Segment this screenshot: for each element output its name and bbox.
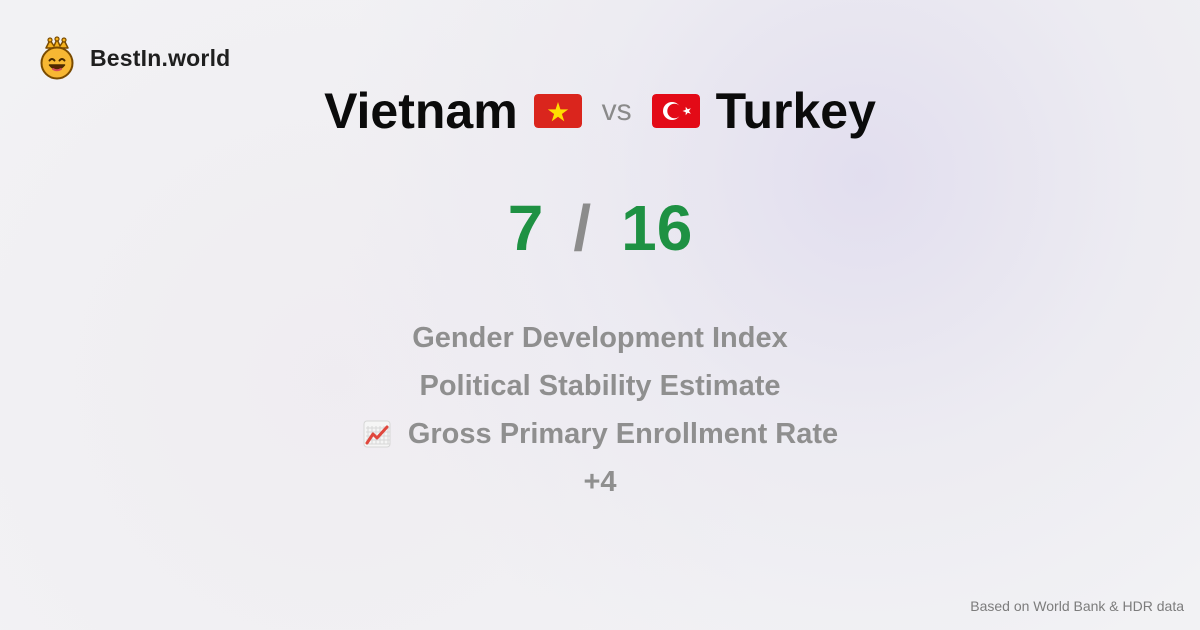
brand[interactable]: BestIn.world [38, 36, 230, 80]
metric-label: Gross Primary Enrollment Rate [407, 417, 839, 450]
smiling-crown-icon [40, 36, 74, 80]
left-country-name: Vietnam [324, 83, 518, 139]
comparison-title: Vietnam vs Turkey [0, 86, 1200, 136]
score-separator: / [573, 192, 592, 264]
right-score: 16 [621, 192, 693, 264]
metric-political-stability-estimate: Political Stability Estimate [420, 362, 781, 410]
right-country-name: Turkey [715, 83, 876, 139]
metric-gender-development-index: Gender Development Index [412, 314, 788, 362]
metrics-list: Gender Development Index Political Stabi… [0, 314, 1200, 506]
vs-label: vs [601, 94, 632, 127]
more-metrics-label: +4 [583, 465, 617, 498]
data-source-note: Based on World Bank & HDR data [970, 598, 1184, 614]
left-score: 7 [507, 192, 544, 264]
vietnam-flag-icon [533, 94, 582, 128]
chart-increasing-icon [363, 420, 391, 448]
more-metrics-indicator: +4 [583, 458, 616, 506]
brand-name: BestIn.world [90, 44, 231, 71]
turkey-flag-icon [651, 94, 700, 128]
metric-label: Gender Development Index [412, 321, 788, 354]
score-summary: 7 / 16 [0, 196, 1200, 260]
metric-label: Political Stability Estimate [419, 369, 781, 402]
metric-gross-primary-enrollment-rate: Gross Primary Enrollment Rate [362, 410, 838, 458]
